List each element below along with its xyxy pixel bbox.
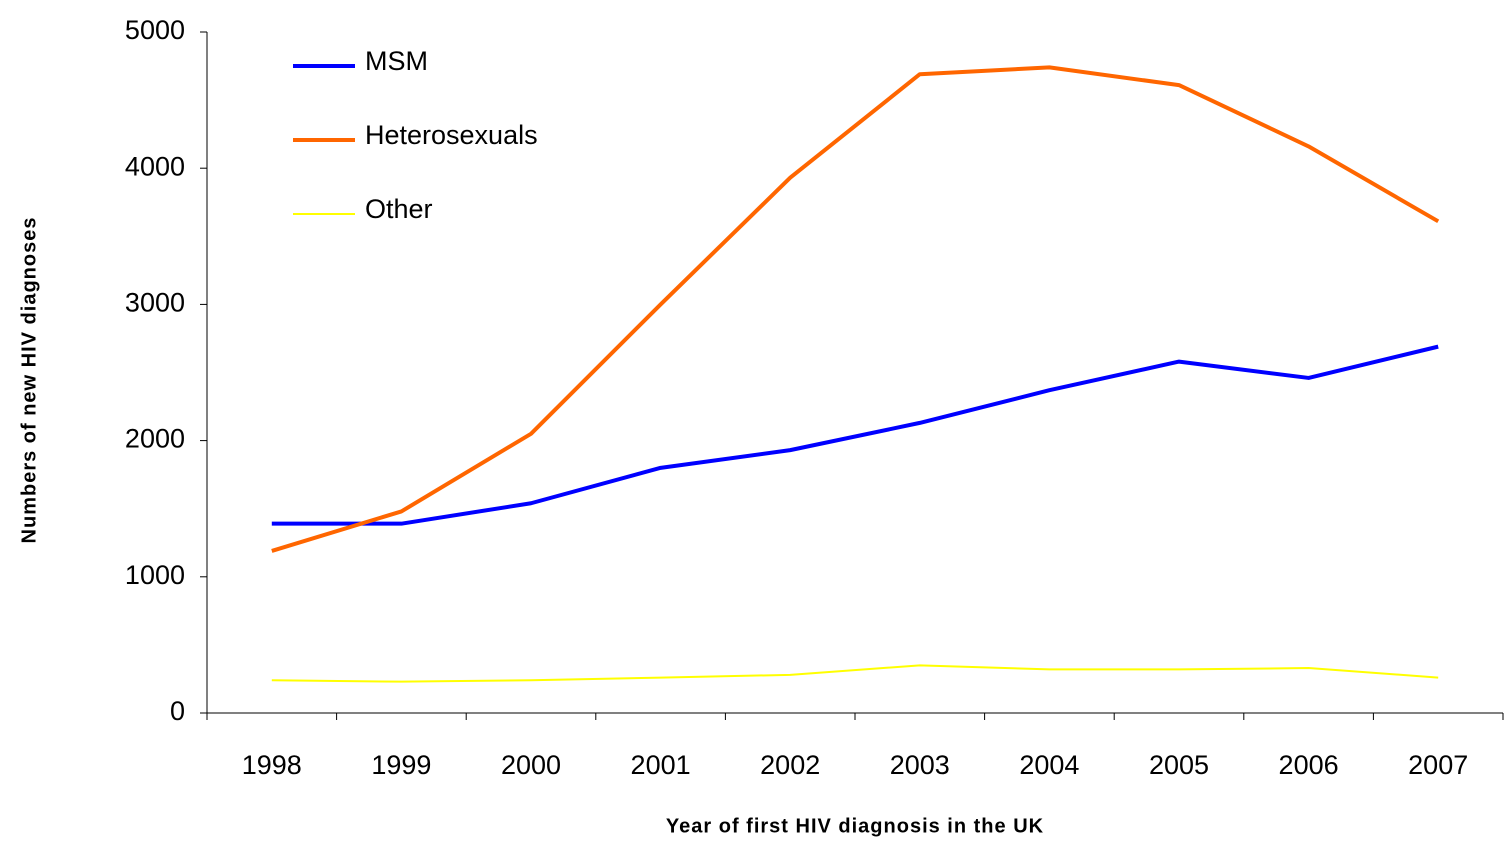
x-tick-label: 1998	[242, 750, 302, 780]
x-tick-label: 2000	[501, 750, 561, 780]
x-tick-label: 1999	[371, 750, 431, 780]
x-axis-title: Year of first HIV diagnosis in the UK	[666, 815, 1044, 837]
x-tick-label: 2002	[760, 750, 820, 780]
x-tick-label: 2007	[1408, 750, 1468, 780]
x-tick-label: 2005	[1149, 750, 1209, 780]
series-line	[271, 344, 1439, 526]
y-tick-label: 1000	[125, 560, 185, 590]
y-axis-title: Numbers of new HIV diagnoses	[18, 217, 40, 544]
legend-label: MSM	[365, 46, 428, 76]
legend-label: Other	[365, 194, 433, 224]
legend-label: Heterosexuals	[365, 120, 538, 150]
series-line	[271, 65, 1440, 553]
y-tick-label: 3000	[125, 288, 185, 318]
y-tick-label: 0	[170, 696, 185, 726]
x-tick-label: 2006	[1279, 750, 1339, 780]
x-tick-label: 2004	[1019, 750, 1079, 780]
x-tick-label: 2001	[631, 750, 691, 780]
series-line	[271, 664, 1439, 683]
y-tick-label: 2000	[125, 424, 185, 454]
x-tick-label: 2003	[890, 750, 950, 780]
y-tick-label: 5000	[125, 15, 185, 45]
y-tick-label: 4000	[125, 151, 185, 181]
